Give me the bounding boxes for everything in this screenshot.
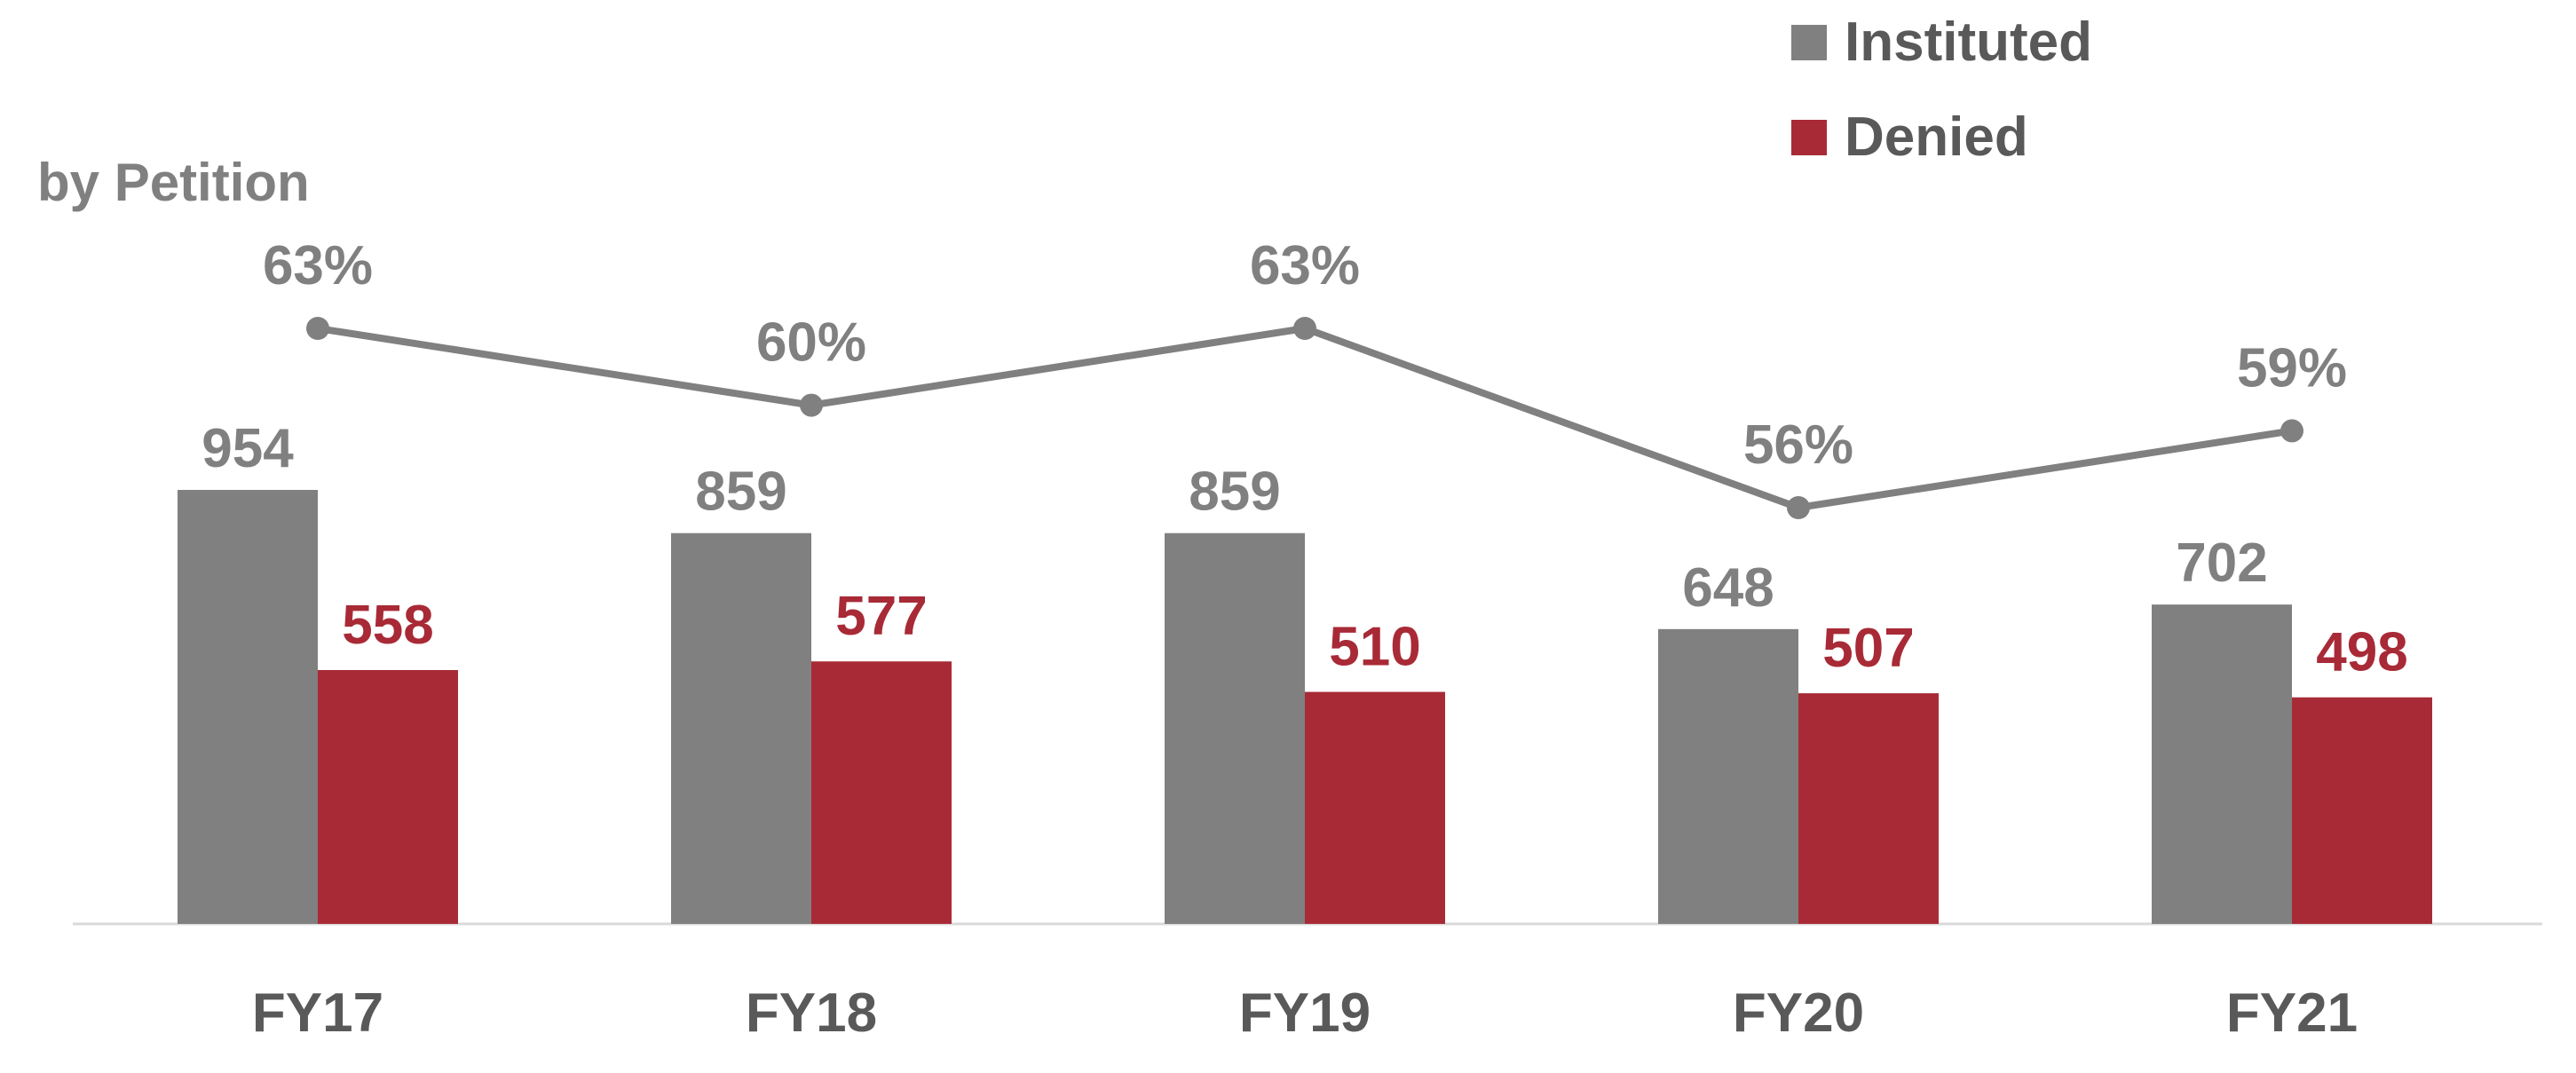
data-label-instituted-fy17: 954 (201, 418, 294, 479)
bar-instituted-fy17 (178, 490, 318, 924)
x-tick-label-fy17: FY17 (252, 982, 383, 1044)
bar-denied-fy20 (1798, 693, 1939, 924)
rate-line (317, 325, 2293, 511)
bar-denied-fy17 (318, 669, 458, 924)
bar-instituted-fy20 (1658, 628, 1798, 924)
x-tick-label-fy20: FY20 (1733, 982, 1864, 1044)
bar-denied-fy21 (2292, 697, 2432, 924)
data-label-denied-fy17: 558 (342, 595, 433, 656)
data-label-instituted-fy18: 859 (695, 462, 786, 523)
rate-label-fy19: 63% (1250, 235, 1360, 296)
rate-point-fy19 (1293, 317, 1316, 340)
rate-point-fy17 (306, 317, 329, 340)
rate-point-fy21 (2280, 419, 2303, 443)
x-tick-label-fy21: FY21 (2226, 982, 2358, 1044)
bar-instituted-fy21 (2152, 604, 2292, 924)
data-label-instituted-fy21: 702 (2176, 533, 2267, 594)
legend: Instituted Denied (1791, 12, 2092, 168)
legend-label-denied: Denied (1845, 107, 2028, 168)
data-label-denied-fy20: 507 (1822, 618, 1914, 679)
rate-point-fy18 (800, 393, 823, 417)
data-label-denied-fy21: 498 (2316, 622, 2407, 683)
chart-subtitle: by Petition (37, 153, 310, 212)
data-label-denied-fy19: 510 (1329, 617, 1420, 678)
bar-denied-fy18 (811, 661, 952, 924)
bar-instituted-fy19 (1165, 533, 1305, 924)
legend-swatch-denied (1791, 120, 1827, 155)
legend-swatch-instituted (1791, 25, 1827, 60)
x-tick-label-fy18: FY18 (746, 982, 877, 1044)
bar-denied-fy19 (1305, 691, 1445, 924)
legend-label-instituted: Instituted (1845, 12, 2092, 73)
data-label-denied-fy18: 577 (835, 586, 927, 647)
x-tick-label-fy19: FY19 (1239, 982, 1371, 1044)
data-label-instituted-fy20: 648 (1682, 557, 1774, 619)
rate-point-fy20 (1787, 496, 1810, 519)
rate-label-fy18: 60% (756, 312, 866, 374)
rate-label-fy20: 56% (1743, 414, 1853, 476)
rate-label-fy17: 63% (263, 235, 373, 296)
rate-label-fy21: 59% (2237, 337, 2347, 398)
data-label-instituted-fy19: 859 (1189, 462, 1280, 523)
bar-instituted-fy18 (671, 533, 811, 924)
